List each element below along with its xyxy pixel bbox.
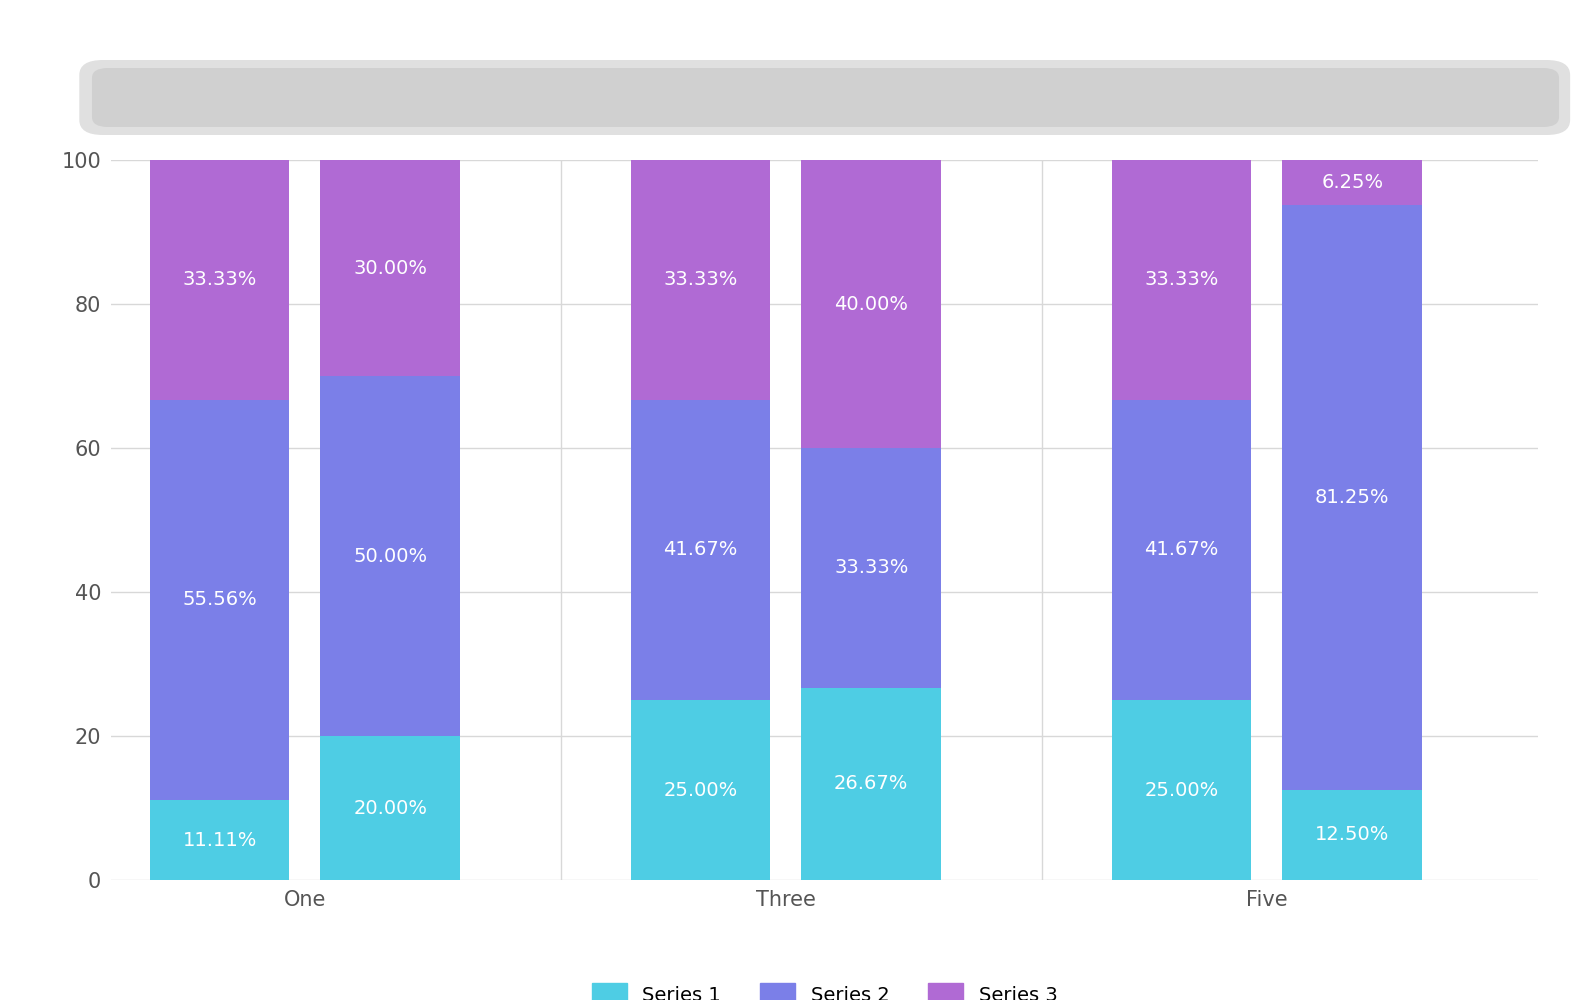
Text: 41.67%: 41.67% (663, 540, 737, 559)
Text: 11.11%: 11.11% (182, 831, 257, 850)
Bar (801, 448, 940, 688)
Text: 25.00%: 25.00% (1145, 780, 1218, 800)
Text: 33.33%: 33.33% (663, 270, 737, 289)
Text: 6.25%: 6.25% (1321, 173, 1383, 192)
Bar (320, 376, 460, 736)
Bar (631, 400, 771, 700)
Bar (631, 700, 771, 880)
Text: 33.33%: 33.33% (834, 558, 909, 577)
Text: 25.00%: 25.00% (663, 780, 737, 800)
Text: 55.56%: 55.56% (182, 590, 257, 609)
Text: 33.33%: 33.33% (1145, 270, 1218, 289)
Bar (1283, 160, 1423, 205)
Bar (1283, 205, 1423, 790)
Bar (1283, 790, 1423, 880)
Text: 26.67%: 26.67% (834, 774, 909, 793)
Bar (149, 160, 289, 400)
Bar (320, 736, 460, 880)
Text: 30.00%: 30.00% (354, 258, 427, 277)
Bar (149, 400, 289, 800)
Legend: Series 1, Series 2, Series 3: Series 1, Series 2, Series 3 (592, 983, 1058, 1000)
Text: 12.50%: 12.50% (1315, 826, 1389, 844)
Text: 50.00%: 50.00% (354, 546, 427, 566)
Text: 40.00%: 40.00% (834, 294, 909, 314)
Bar (801, 160, 940, 448)
Text: 33.33%: 33.33% (182, 270, 257, 289)
Text: 81.25%: 81.25% (1315, 488, 1389, 507)
Text: 41.67%: 41.67% (1145, 540, 1218, 559)
Bar (801, 688, 940, 880)
Bar (149, 800, 289, 880)
Text: 20.00%: 20.00% (354, 798, 427, 818)
Bar (631, 160, 771, 400)
Bar (1112, 400, 1251, 700)
Bar (320, 160, 460, 376)
Bar (1112, 700, 1251, 880)
Bar (1112, 160, 1251, 400)
